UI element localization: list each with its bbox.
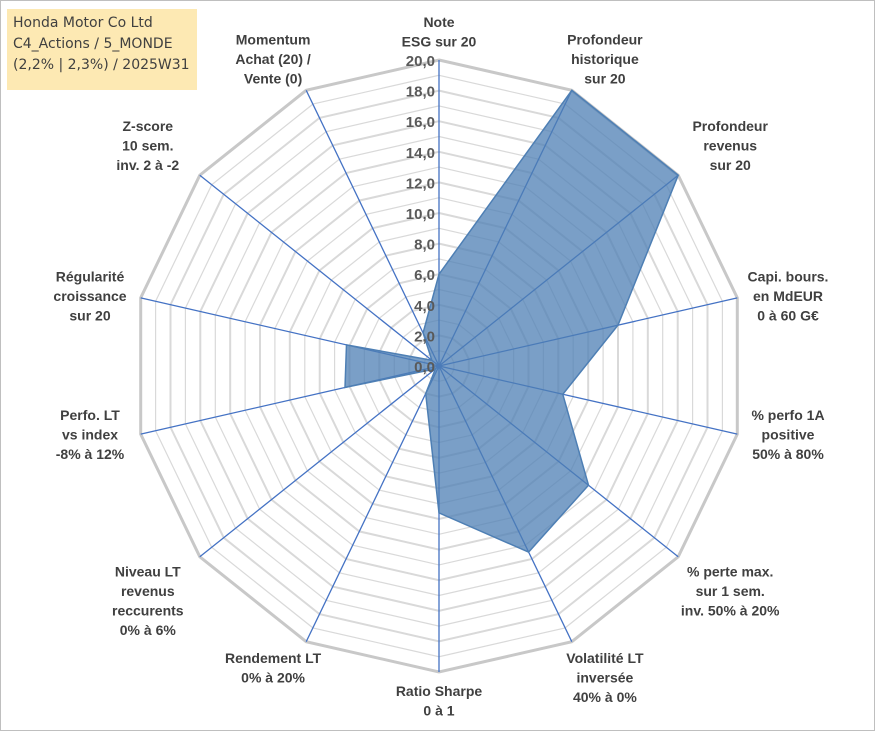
axis-label-line: Vente (0) [244,70,302,86]
axis-label-line: 0% à 6% [120,622,177,638]
radial-tick-label: 16,0 [406,114,435,131]
axis-label-line: historique [571,51,639,67]
axis-label: % perte max. sur 1 sem. inv. 50% à 20% [681,564,780,619]
axis-label-line: Perfo. LT [60,407,120,423]
axis-label: Perfo. LT vs index -8% à 12% [56,407,125,462]
axis-label-line: 40% à 0% [573,689,637,705]
axis-label-line: inversée [576,670,633,686]
radial-tick-label: 10,0 [406,206,435,223]
radial-tick-label: 2,0 [414,328,435,345]
axis-label-line: 0% à 20% [241,670,305,686]
axis-label-line: vs index [62,427,118,443]
axis-label: Volatilité LT inversée 40% à 0% [566,650,644,705]
axis-label-line: positive [762,427,815,443]
radial-tick-label: 4,0 [414,298,435,315]
axis-label-line: revenus [121,583,175,599]
axis-label-line: ESG sur 20 [402,34,477,50]
axis-spoke [199,365,440,558]
axis-label: Profondeur historique sur 20 [567,31,643,86]
axis-label: Momentum Achat (20) / Vente (0) [235,31,311,86]
title-box: Honda Motor Co Ltd C4_Actions / 5_MONDE … [7,9,197,90]
axis-label: Niveau LT revenus reccurents 0% à 6% [112,564,184,639]
axis-label-line: Momentum [236,31,311,47]
axis-label-line: Note [423,14,454,30]
axis-label-line: Niveau LT [115,564,181,580]
axis-label-line: Capi. bours. [748,268,829,284]
axis-label-line: sur 1 sem. [696,583,765,599]
axis-label-line: % perfo 1A [751,407,824,423]
axis-label: Profondeur revenus sur 20 [692,118,768,173]
axis-label: % perfo 1A positive 50% à 80% [751,407,824,462]
axis-label-line: Rendement LT [225,650,322,666]
axis-label: Régularité croissance sur 20 [53,268,126,323]
axis-label: Rendement LT 0% à 20% [225,650,322,686]
axis-label-line: sur 20 [584,70,625,86]
axis-spoke [305,90,440,367]
axis-spoke [305,365,440,642]
axis-label: Ratio Sharpe 0 à 1 [396,683,483,719]
axis-label: Capi. bours. en MdEUR 0 à 60 G€ [748,268,829,323]
axis-label-line: -8% à 12% [56,446,125,462]
axis-label-line: croissance [53,288,126,304]
radial-tick-label: 18,0 [406,84,435,101]
radial-tick-label: 8,0 [414,237,435,254]
axis-label-line: Z-score [123,118,174,134]
radial-tick-label: 6,0 [414,267,435,284]
radial-tick-label: 14,0 [406,145,435,162]
title-line-2: C4_Actions / 5_MONDE [13,36,173,52]
axis-label-line: reccurents [112,603,184,619]
axis-label-line: en MdEUR [753,288,823,304]
axis-label-line: Profondeur [692,118,768,134]
axis-label: Note ESG sur 20 [402,14,477,50]
axis-label-line: revenus [703,138,757,154]
axis-label-line: sur 20 [69,307,110,323]
title-line-1: Honda Motor Co Ltd [13,15,153,31]
radial-tick-label: 20,0 [406,53,435,70]
axis-spoke [199,174,440,367]
axis-label-line: Volatilité LT [566,650,644,666]
radial-tick-label: 0,0 [414,359,435,376]
axis-label-line: 0 à 60 G€ [757,307,819,323]
axis-label-line: inv. 50% à 20% [681,603,780,619]
axis-label: Z-score 10 sem. inv. 2 à -2 [116,118,179,173]
radial-tick-label: 12,0 [406,175,435,192]
axis-label-line: sur 20 [710,157,751,173]
axis-label-line: 50% à 80% [752,446,824,462]
axis-label-line: 10 sem. [122,138,173,154]
axis-label-line: inv. 2 à -2 [116,157,179,173]
axis-label-line: % perte max. [687,564,773,580]
axis-label-line: Achat (20) / [235,51,311,67]
series-area [344,89,680,554]
title-line-3: (2,2% | 2,3%) / 2025W31 [13,57,190,73]
axis-label-line: Profondeur [567,31,643,47]
axis-label-line: Ratio Sharpe [396,683,483,699]
axis-label-line: Régularité [56,268,125,284]
axis-label-line: 0 à 1 [423,703,454,719]
